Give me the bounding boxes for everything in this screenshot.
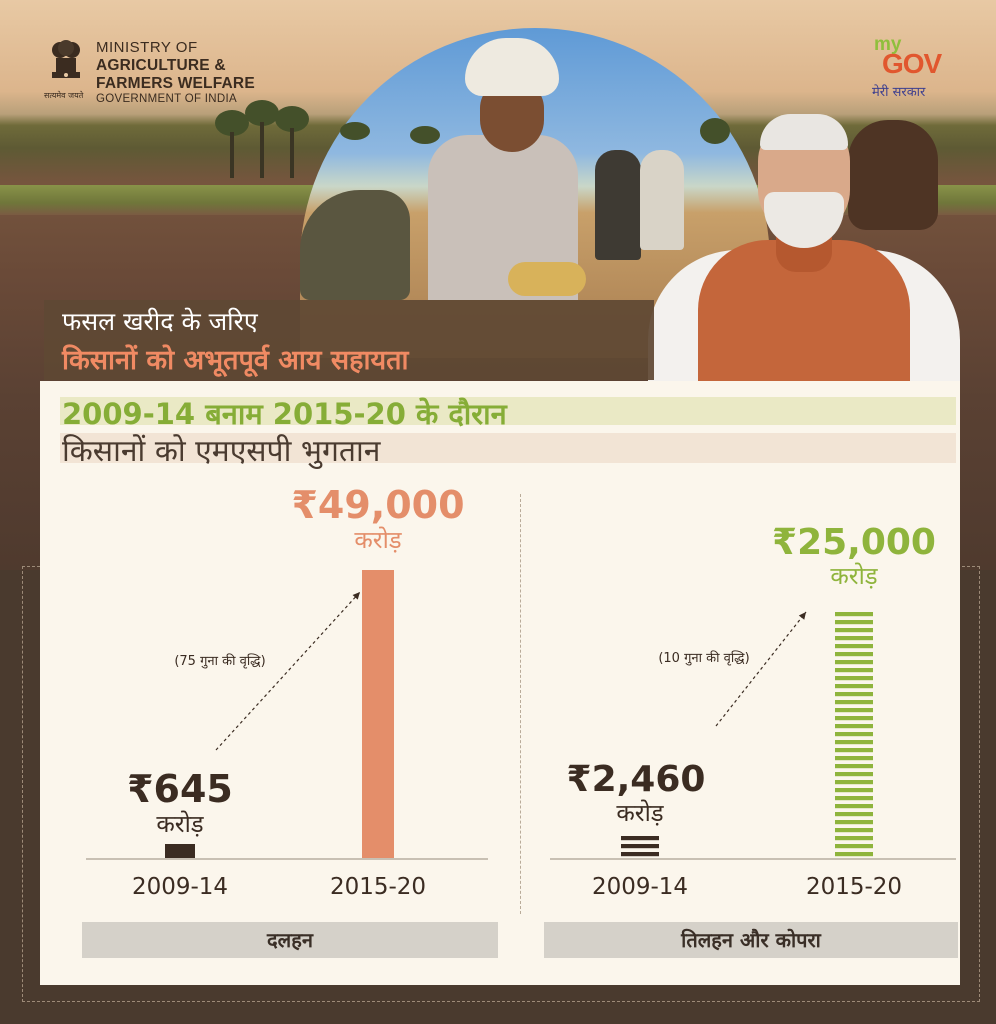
bar-stripe (835, 852, 873, 857)
value-label: ₹25,000 (772, 522, 936, 563)
tree (410, 126, 440, 144)
value-label: ₹645 (127, 767, 233, 811)
national-emblem-icon (52, 40, 80, 78)
bar-stripe (835, 620, 873, 625)
tree (700, 118, 730, 144)
bar-stripe (835, 788, 873, 793)
pm-hair (760, 114, 848, 150)
bar-stripe (835, 844, 873, 849)
x-tick-label: 2015-20 (330, 874, 426, 900)
bar-stripe (835, 652, 873, 657)
bar-stripe (835, 724, 873, 729)
growth-arrow-head (798, 612, 806, 620)
unit-label: करोड़ (616, 799, 664, 827)
growth-arrow-head (352, 592, 360, 600)
bar-stripe (835, 804, 873, 809)
emblem-motto: सत्यमेव जयते (44, 91, 84, 100)
unit-label: करोड़ (830, 562, 878, 590)
bar-stripe (835, 684, 873, 689)
headline-line-2: किसानों को अभूतपूर्व आय सहायता (62, 345, 409, 376)
chart-panel (40, 381, 960, 985)
unit-label: करोड़ (156, 810, 204, 838)
ministry-line-1: MINISTRY OF (96, 39, 198, 56)
chart-subtitle: किसानों को एमएसपी भुगतान (62, 434, 381, 469)
palm-tree (245, 100, 279, 126)
growth-arrow-line (215, 591, 361, 751)
bar-stripe (621, 852, 659, 857)
mygov-logo: my GOV मेरी सरकार (868, 34, 968, 100)
bar-stripe (835, 796, 873, 801)
bar-stripe (835, 700, 873, 705)
bar-stripe (835, 708, 873, 713)
mygov-my: my (874, 34, 902, 55)
value-label: ₹2,460 (567, 759, 706, 800)
mygov-tagline: मेरी सरकार (872, 85, 926, 100)
bar-stripe (835, 740, 873, 745)
bar-stripe (835, 772, 873, 777)
bar-stripe (835, 828, 873, 833)
palm-trunk (290, 128, 294, 178)
palm-trunk (260, 122, 264, 178)
chart-divider (520, 494, 521, 914)
bar-stripe (835, 644, 873, 649)
headline-line-1: फसल खरीद के जरिए (62, 307, 258, 336)
ministry-line-4: GOVERNMENT OF INDIA (96, 93, 237, 106)
bar-stripe (835, 676, 873, 681)
growth-annotation: (75 गुना की वृद्धि) (174, 653, 265, 669)
x-tick-label: 2009-14 (592, 874, 688, 900)
bar-stripe (835, 748, 873, 753)
bar-stripe (835, 820, 873, 825)
bar-stripe (835, 780, 873, 785)
mygov-gov: GOV (882, 48, 942, 79)
bar-stripe (621, 836, 659, 841)
value-label: ₹49,000 (291, 483, 464, 527)
title-highlight-bar (60, 397, 956, 425)
growth-annotation: (10 गुना की वृद्धि) (658, 650, 749, 666)
ministry-line-2: AGRICULTURE & (96, 56, 226, 74)
x-tick-label: 2015-20 (806, 874, 902, 900)
grain-in-hands (508, 262, 586, 296)
ministry-line-3: FARMERS WELFARE (96, 74, 255, 92)
palm-tree (215, 110, 249, 136)
bar-stripe (835, 764, 873, 769)
palm-tree (275, 106, 309, 132)
subtitle-highlight-bar (60, 433, 956, 463)
bar-stripe (835, 716, 873, 721)
farmer-turban (465, 38, 559, 96)
bar-stripe (835, 636, 873, 641)
bar-stripe (835, 692, 873, 697)
bar (165, 844, 195, 858)
unit-label: करोड़ (354, 526, 402, 554)
bending-farmer-figure (300, 190, 410, 300)
ministry-logo-text: MINISTRY OF AGRICULTURE & FARMERS WELFAR… (96, 39, 255, 107)
tree (340, 122, 370, 140)
bull-figure (848, 120, 938, 230)
bar-stripe (835, 756, 873, 761)
palm-trunk (230, 132, 234, 178)
bar-stripe (835, 668, 873, 673)
growth-arrow-line (715, 611, 807, 727)
category-label-pulses: दलहन (82, 922, 498, 958)
bar-stripe (835, 628, 873, 633)
bar-stripe (835, 660, 873, 665)
bar-stripe (835, 812, 873, 817)
bar-stripe (835, 612, 873, 617)
bar (362, 570, 394, 858)
headline-box (44, 300, 654, 380)
background-farmer-figure (595, 150, 641, 260)
category-label-oilseeds: तिलहन और कोपरा (544, 922, 958, 958)
bar-stripe (621, 844, 659, 849)
bar-stripe (835, 836, 873, 841)
background-farmer-figure (640, 150, 684, 250)
x-tick-label: 2009-14 (132, 874, 228, 900)
bar-stripe (835, 732, 873, 737)
chart-title: 2009-14 बनाम 2015-20 के दौरान (62, 397, 507, 431)
